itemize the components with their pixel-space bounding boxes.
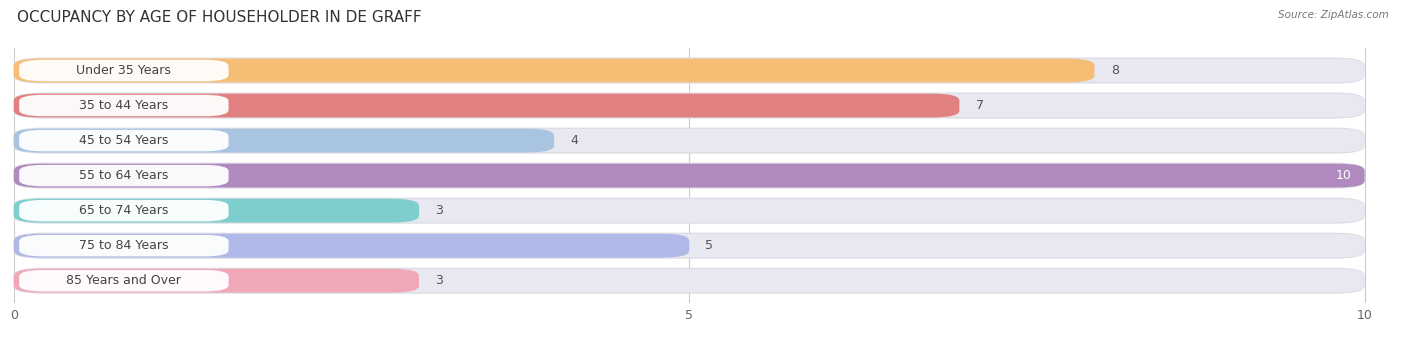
FancyBboxPatch shape: [20, 270, 229, 292]
FancyBboxPatch shape: [14, 269, 1365, 293]
FancyBboxPatch shape: [14, 164, 1365, 188]
FancyBboxPatch shape: [14, 94, 959, 117]
FancyBboxPatch shape: [14, 199, 419, 223]
FancyBboxPatch shape: [20, 130, 229, 151]
FancyBboxPatch shape: [14, 94, 1365, 117]
FancyBboxPatch shape: [14, 163, 1365, 189]
FancyBboxPatch shape: [14, 233, 1365, 258]
Text: 8: 8: [1111, 64, 1119, 77]
Text: Source: ZipAtlas.com: Source: ZipAtlas.com: [1278, 10, 1389, 20]
FancyBboxPatch shape: [14, 199, 1365, 223]
FancyBboxPatch shape: [20, 235, 229, 256]
FancyBboxPatch shape: [14, 93, 1365, 119]
FancyBboxPatch shape: [14, 58, 1365, 84]
FancyBboxPatch shape: [14, 129, 1365, 152]
FancyBboxPatch shape: [20, 165, 229, 186]
FancyBboxPatch shape: [20, 95, 229, 116]
FancyBboxPatch shape: [20, 60, 229, 81]
FancyBboxPatch shape: [14, 198, 1365, 224]
Text: 65 to 74 Years: 65 to 74 Years: [79, 204, 169, 217]
FancyBboxPatch shape: [14, 59, 1365, 83]
FancyBboxPatch shape: [14, 164, 1365, 188]
Text: 7: 7: [976, 99, 984, 112]
FancyBboxPatch shape: [14, 268, 1365, 294]
FancyBboxPatch shape: [14, 234, 689, 257]
Text: 35 to 44 Years: 35 to 44 Years: [79, 99, 169, 112]
FancyBboxPatch shape: [14, 59, 1094, 83]
FancyBboxPatch shape: [20, 200, 229, 221]
Text: 45 to 54 Years: 45 to 54 Years: [79, 134, 169, 147]
Text: 10: 10: [1336, 169, 1351, 182]
Text: 75 to 84 Years: 75 to 84 Years: [79, 239, 169, 252]
Text: 3: 3: [436, 204, 443, 217]
FancyBboxPatch shape: [14, 129, 554, 152]
Text: Under 35 Years: Under 35 Years: [76, 64, 172, 77]
Text: 3: 3: [436, 274, 443, 287]
Text: 5: 5: [706, 239, 713, 252]
Text: 55 to 64 Years: 55 to 64 Years: [79, 169, 169, 182]
FancyBboxPatch shape: [14, 128, 1365, 153]
FancyBboxPatch shape: [14, 234, 1365, 257]
Text: 85 Years and Over: 85 Years and Over: [66, 274, 181, 287]
Text: 4: 4: [571, 134, 578, 147]
Text: OCCUPANCY BY AGE OF HOUSEHOLDER IN DE GRAFF: OCCUPANCY BY AGE OF HOUSEHOLDER IN DE GR…: [17, 10, 422, 25]
FancyBboxPatch shape: [14, 269, 419, 293]
